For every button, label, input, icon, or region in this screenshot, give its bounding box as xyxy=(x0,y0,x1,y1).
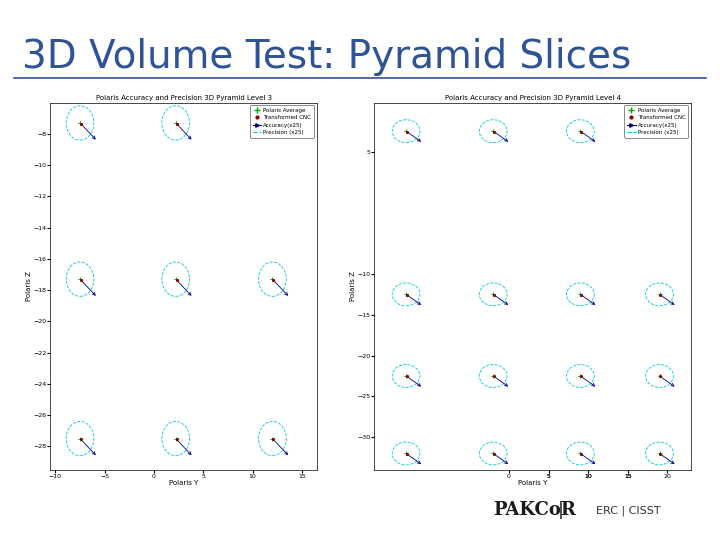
Text: |: | xyxy=(558,501,564,519)
Title: Polaris Accuracy and Precision 3D Pyramid Level 3: Polaris Accuracy and Precision 3D Pyrami… xyxy=(96,95,271,101)
Legend: Polaris Average, Transformed CNC, Accuracy(x25), Precision (x25): Polaris Average, Transformed CNC, Accura… xyxy=(624,105,688,138)
Y-axis label: Polaris Z: Polaris Z xyxy=(26,271,32,301)
Text: ERC | CISST: ERC | CISST xyxy=(596,505,661,516)
Text: PAKCoR: PAKCoR xyxy=(493,501,576,519)
Y-axis label: Polaris Z: Polaris Z xyxy=(350,271,356,301)
X-axis label: Polaris Y: Polaris Y xyxy=(169,481,198,487)
X-axis label: Polaris Y: Polaris Y xyxy=(518,481,547,487)
Title: Polaris Accuracy and Precision 3D Pyramid Level 4: Polaris Accuracy and Precision 3D Pyrami… xyxy=(445,95,621,101)
Text: 3D Volume Test: Pyramid Slices: 3D Volume Test: Pyramid Slices xyxy=(22,38,631,76)
Text: T: T xyxy=(572,503,582,518)
Legend: Polaris Average, Transformed CNC, Accuracy(x25), Precision (x25): Polaris Average, Transformed CNC, Accura… xyxy=(250,105,314,138)
